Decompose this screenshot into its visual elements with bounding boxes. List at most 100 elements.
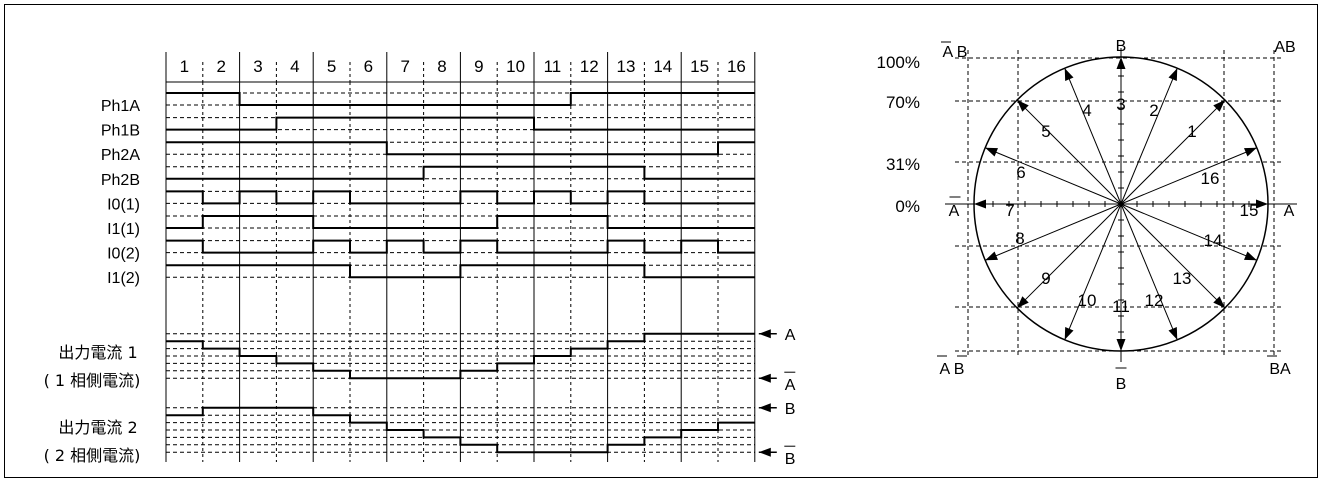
phase-vector-6: [1120, 203, 1226, 309]
phase-vector-label-10: 10: [1078, 291, 1097, 310]
phase-vector-head-1: [1168, 68, 1178, 81]
phase-vector-head-12: [974, 199, 986, 209]
current1-waveform: [166, 332, 755, 380]
phase-vector-head-4: [1256, 199, 1268, 209]
step-number-4: 4: [290, 57, 299, 76]
percent-label-100%: 100%: [877, 53, 920, 72]
phase-vector-head-5: [1244, 251, 1257, 261]
phase-vector-head-6: [1213, 296, 1225, 308]
phase-vector-14: [1016, 99, 1122, 205]
phase-vector-label-1: 1: [1187, 122, 1196, 141]
current2-pos-label: B: [785, 401, 796, 418]
current1-neg-arrow-head: [758, 373, 771, 383]
signal-label-I1(2): I1(2): [107, 270, 140, 287]
phase-vector-label-14: 14: [1204, 231, 1223, 250]
phase-vector-head-16: [1116, 57, 1126, 69]
percent-label-0%: 0%: [895, 197, 920, 216]
phase-vector-label-11: 11: [1112, 297, 1130, 316]
step-number-16: 16: [727, 57, 746, 76]
phase-vector-1: [1120, 67, 1178, 205]
signal-label-I0(2): I0(2): [107, 246, 140, 263]
phase-vector-3: [1120, 147, 1258, 205]
step-number-13: 13: [617, 57, 636, 76]
phase-label-left: A: [949, 203, 960, 220]
signal-label-Ph1A: Ph1A: [101, 98, 140, 115]
current2-label-line1: 出力電流 2: [58, 418, 137, 437]
current2-waveform: [166, 406, 755, 454]
phase-vector-head-13: [985, 147, 998, 157]
phase-vector-13: [984, 147, 1122, 205]
current1-pos-label: A: [785, 327, 796, 344]
phase-label-bottom: B: [1116, 376, 1127, 393]
step-number-3: 3: [253, 57, 262, 76]
phase-vector-head-2: [1213, 100, 1225, 112]
phase-vector-head-8: [1116, 339, 1126, 351]
phase-vector-label-4: 4: [1082, 101, 1091, 120]
phase-vector-label-7: 7: [1005, 201, 1014, 220]
step-number-1: 1: [180, 57, 189, 76]
current1-pos-arrow-head: [758, 329, 771, 339]
phase-vector-label-8: 8: [1015, 229, 1024, 248]
phase-vector-15: [1064, 67, 1122, 205]
current1-neg-label: A: [785, 377, 796, 394]
signal-label-I1(1): I1(1): [107, 221, 140, 238]
signal-waveform-I0(1): [166, 190, 755, 205]
step-number-5: 5: [327, 57, 336, 76]
step-number-6: 6: [364, 57, 373, 76]
phase-label-right: A: [1284, 203, 1295, 220]
current1-label-line2: ( 1 相側電流): [44, 371, 141, 390]
step-number-7: 7: [400, 57, 409, 76]
phase-vector-head-11: [985, 251, 998, 261]
current2-pos-arrow-head: [758, 403, 771, 413]
phase-vector-head-7: [1168, 327, 1178, 340]
phase-vector-label-13: 13: [1173, 269, 1192, 288]
phase-label-top: B: [1116, 38, 1127, 55]
signal-waveform-Ph2A: [166, 141, 755, 156]
phase-vector-5: [1120, 203, 1258, 261]
signal-waveform-I0(2): [166, 239, 755, 254]
phase-vector-10: [1016, 203, 1122, 309]
step-number-8: 8: [437, 57, 446, 76]
signal-waveform-Ph1B: [166, 116, 755, 131]
phase-label-bottom-right: BA: [1269, 361, 1291, 378]
phase-vector-head-9: [1064, 327, 1074, 340]
phase-vector-2: [1120, 99, 1226, 205]
step-number-2: 2: [216, 57, 225, 76]
step-number-12: 12: [580, 57, 599, 76]
step-number-15: 15: [690, 57, 709, 76]
percent-label-31%: 31%: [886, 155, 920, 174]
signal-label-Ph2A: Ph2A: [101, 147, 140, 164]
phase-vector-label-15: 15: [1240, 201, 1259, 220]
signal-waveform-I1(2): [166, 264, 755, 279]
current1-label-line1: 出力電流 1: [58, 343, 137, 362]
current2-neg-label: B: [785, 451, 796, 468]
signal-label-Ph2B: Ph2B: [101, 172, 140, 189]
phase-vector-head-10: [1017, 296, 1029, 308]
signal-waveform-I1(1): [166, 215, 755, 229]
current2-label-line2: ( 2 相側電流): [44, 446, 141, 465]
step-number-10: 10: [506, 57, 525, 76]
percent-label-70%: 70%: [886, 93, 920, 112]
phase-vector-label-5: 5: [1041, 122, 1050, 141]
phase-vector-11: [984, 203, 1122, 261]
phase-vector-9: [1064, 203, 1122, 341]
phase-vector-label-12: 12: [1145, 291, 1164, 310]
phase-vector-head-15: [1064, 68, 1074, 81]
signal-label-I0(1): I0(1): [107, 196, 140, 213]
signal-waveform-Ph1A: [166, 92, 755, 106]
phase-vector-7: [1120, 203, 1178, 341]
phase-vector-label-6: 6: [1016, 163, 1025, 182]
step-number-11: 11: [544, 57, 562, 76]
phase-vector-label-16: 16: [1201, 169, 1220, 188]
phase-label-bottom-left: A B: [940, 361, 965, 378]
phase-label-top-right: AB: [1274, 39, 1295, 56]
signal-label-Ph1B: Ph1B: [101, 123, 140, 140]
phase-vector-head-14: [1017, 100, 1029, 112]
step-number-14: 14: [653, 57, 672, 76]
current2-neg-arrow-head: [758, 447, 771, 457]
signal-waveform-Ph2B: [166, 165, 755, 180]
phase-vector-label-2: 2: [1149, 101, 1158, 120]
phase-label-top-left: A B: [943, 44, 968, 61]
step-number-9: 9: [474, 57, 483, 76]
